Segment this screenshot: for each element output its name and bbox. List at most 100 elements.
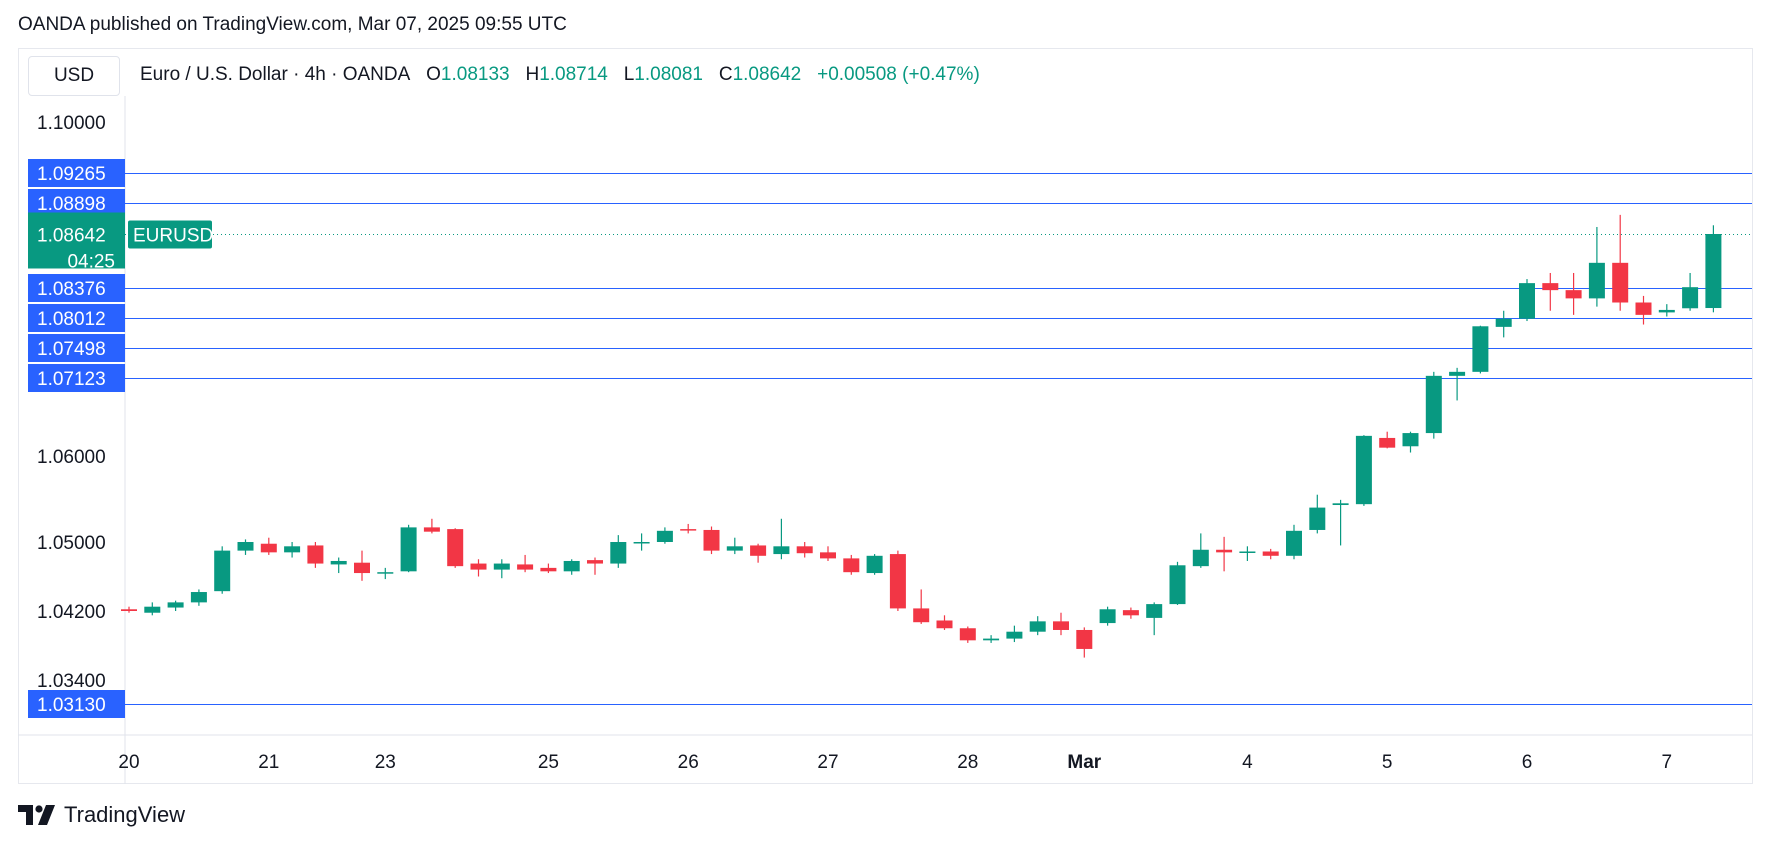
candle-body-49[interactable] — [1262, 551, 1279, 556]
candle-body-36[interactable] — [959, 628, 976, 641]
candle-body-60[interactable] — [1519, 283, 1535, 319]
candle-body-21[interactable] — [610, 542, 627, 564]
candle-body-15[interactable] — [470, 563, 487, 570]
candle-body-4[interactable] — [214, 550, 231, 592]
candle-body-34[interactable] — [913, 608, 930, 623]
candle-body-23[interactable] — [656, 530, 673, 542]
candle-body-27[interactable] — [750, 545, 767, 556]
candle-body-48[interactable] — [1239, 551, 1256, 553]
candle-body-33[interactable] — [889, 554, 906, 609]
level-tag-1[interactable] — [28, 189, 125, 217]
legend-open: 1.08133 — [440, 64, 510, 85]
chart-legend: Euro / U.S. Dollar · 4h · OANDA O1.08133… — [140, 64, 980, 86]
candle-body-12[interactable] — [400, 527, 417, 572]
level-tag-3[interactable] — [28, 304, 125, 332]
x-tick-label: 7 — [1662, 752, 1673, 773]
candle-body-42[interactable] — [1099, 609, 1116, 624]
x-tick-label: Mar — [1067, 752, 1101, 773]
symbol-tag[interactable] — [128, 220, 212, 249]
candle-body-17[interactable] — [517, 564, 534, 570]
candle-body-47[interactable] — [1216, 549, 1233, 553]
level-tag-6[interactable] — [28, 690, 125, 718]
currency-selector[interactable]: USD — [28, 56, 120, 96]
candle-body-16[interactable] — [493, 563, 510, 570]
level-tag-0[interactable] — [28, 159, 125, 187]
candle-body-58[interactable] — [1472, 326, 1489, 372]
level-tag-label: 1.07123 — [37, 369, 106, 390]
candle-body-14[interactable] — [447, 529, 464, 567]
candle-body-28[interactable] — [773, 546, 790, 555]
candle-body-56[interactable] — [1425, 375, 1442, 434]
candle-body-45[interactable] — [1169, 565, 1186, 605]
candle-body-63[interactable] — [1588, 262, 1605, 299]
candle-body-24[interactable] — [680, 529, 697, 531]
candle-body-29[interactable] — [796, 546, 813, 554]
candle-body-65[interactable] — [1635, 302, 1652, 315]
x-tick-label: 20 — [118, 752, 139, 773]
candle-body-51[interactable] — [1309, 507, 1326, 530]
level-tag-label: 1.08012 — [37, 309, 106, 330]
candle-body-31[interactable] — [843, 558, 860, 573]
candle-body-9[interactable] — [330, 560, 347, 565]
candle-body-67[interactable] — [1682, 287, 1699, 309]
candle-body-2[interactable] — [167, 602, 184, 608]
candle-body-19[interactable] — [563, 560, 580, 572]
level-tag-label: 1.08376 — [37, 279, 106, 300]
candle-body-43[interactable] — [1122, 610, 1139, 616]
footer-brand: TradingView — [64, 802, 186, 827]
candle-body-39[interactable] — [1029, 621, 1046, 632]
candle-body-0[interactable] — [121, 609, 137, 611]
level-tag-5[interactable] — [28, 364, 125, 392]
candle-body-46[interactable] — [1192, 549, 1209, 567]
legend-close-label: C — [718, 64, 733, 85]
legend-low: 1.08081 — [634, 64, 703, 85]
candle-body-22[interactable] — [633, 542, 650, 544]
level-tag-4[interactable] — [28, 334, 125, 362]
legend-open-label: O — [426, 64, 441, 85]
legend-instrument[interactable]: Euro / U.S. Dollar · 4h · OANDA — [140, 64, 411, 85]
candle-body-66[interactable] — [1658, 309, 1675, 313]
candle-body-20[interactable] — [587, 560, 603, 564]
level-tag-label: 1.03130 — [37, 695, 106, 716]
candle-body-35[interactable] — [936, 620, 953, 629]
candle-body-59[interactable] — [1495, 318, 1512, 327]
candle-body-8[interactable] — [307, 545, 324, 564]
candle-body-57[interactable] — [1449, 371, 1466, 376]
candle-body-3[interactable] — [190, 592, 207, 603]
candle-body-37[interactable] — [983, 638, 1000, 641]
candle-body-18[interactable] — [540, 567, 557, 572]
candle-body-64[interactable] — [1612, 262, 1629, 303]
candle-body-38[interactable] — [1006, 631, 1023, 639]
candle-body-54[interactable] — [1379, 437, 1396, 448]
level-tag-2[interactable] — [28, 274, 125, 302]
candle-body-13[interactable] — [423, 527, 440, 532]
candle-body-61[interactable] — [1542, 283, 1559, 291]
candle-body-40[interactable] — [1053, 621, 1069, 630]
candle-body-53[interactable] — [1355, 435, 1372, 505]
candle-body-52[interactable] — [1332, 503, 1349, 506]
candle-body-41[interactable] — [1076, 629, 1093, 649]
candle-body-44[interactable] — [1146, 604, 1163, 618]
candle-body-50[interactable] — [1286, 530, 1302, 556]
candle-body-1[interactable] — [144, 606, 161, 613]
candle-body-5[interactable] — [237, 542, 254, 551]
candle-body-25[interactable] — [703, 529, 720, 551]
candle-body-7[interactable] — [284, 546, 301, 553]
current-price-tag[interactable] — [28, 212, 125, 269]
candle-body-6[interactable] — [260, 543, 277, 553]
y-tick-label: 1.05000 — [37, 533, 106, 554]
candle-body-62[interactable] — [1565, 290, 1582, 299]
candle-body-10[interactable] — [354, 562, 370, 574]
candle-body-30[interactable] — [820, 552, 836, 559]
x-tick-label: 4 — [1242, 752, 1253, 773]
candle-body-55[interactable] — [1402, 433, 1419, 447]
y-tick-label: 1.06000 — [37, 447, 106, 468]
candle-body-68[interactable] — [1705, 234, 1722, 309]
candle-body-32[interactable] — [866, 555, 883, 574]
x-tick-label: 5 — [1382, 752, 1393, 773]
legend-low-label: L — [623, 64, 635, 85]
candle-body-26[interactable] — [726, 546, 743, 551]
tradingview-footer[interactable]: TradingView — [18, 802, 185, 828]
candle-body-11[interactable] — [377, 572, 394, 574]
